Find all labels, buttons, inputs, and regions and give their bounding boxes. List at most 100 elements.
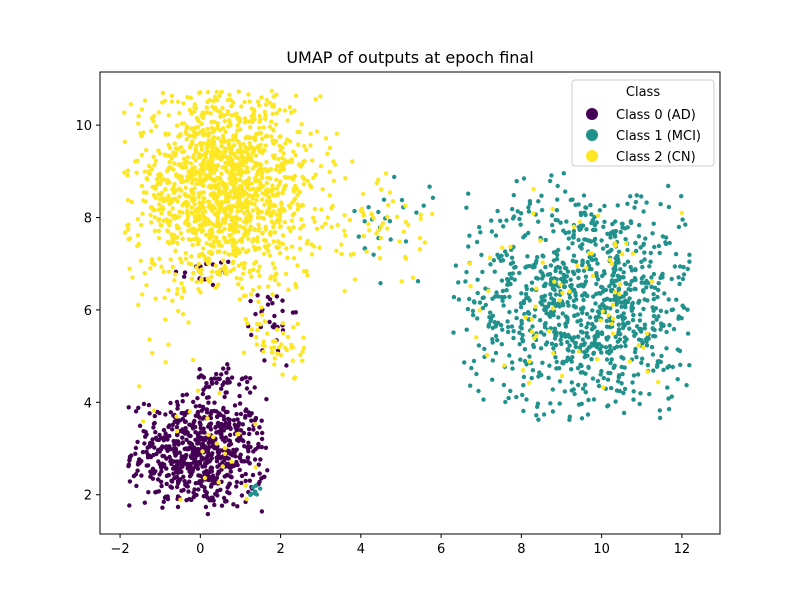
data-point [582, 237, 587, 242]
data-point [187, 145, 193, 150]
data-point [247, 431, 252, 437]
data-point [180, 393, 185, 398]
data-point [522, 347, 528, 352]
data-point [237, 393, 242, 399]
data-point [251, 427, 256, 432]
data-point [619, 381, 624, 386]
data-point [219, 203, 224, 209]
data-point [137, 457, 142, 462]
data-point [215, 215, 220, 220]
data-point [260, 150, 265, 155]
data-point [597, 208, 603, 213]
data-point [195, 124, 200, 130]
data-point [196, 375, 201, 380]
data-point [595, 261, 600, 266]
data-point [474, 239, 480, 245]
data-point [280, 298, 285, 303]
data-point [211, 194, 216, 199]
data-point [246, 119, 252, 124]
data-point [629, 306, 634, 311]
data-point [235, 162, 240, 168]
data-point [467, 261, 473, 266]
data-point [235, 123, 240, 128]
data-point [173, 248, 178, 253]
data-point [666, 396, 671, 401]
data-point [520, 332, 525, 338]
data-point [151, 114, 157, 119]
data-point [297, 129, 302, 135]
data-point [272, 313, 277, 319]
data-point [589, 327, 595, 332]
data-point [636, 234, 642, 239]
data-point [238, 160, 243, 165]
y-tick: 10 [75, 119, 100, 134]
data-point [278, 134, 283, 139]
data-point [155, 477, 161, 482]
data-point [208, 139, 213, 144]
data-point [644, 285, 649, 290]
data-point [378, 235, 383, 241]
data-point [588, 239, 594, 244]
data-point [538, 238, 543, 243]
data-point [221, 126, 226, 131]
data-point [277, 251, 283, 256]
data-point [371, 252, 376, 257]
data-point [180, 312, 186, 317]
data-point [329, 224, 334, 230]
data-point [633, 248, 639, 254]
data-point [237, 297, 243, 302]
data-point [649, 345, 655, 350]
data-point [613, 260, 619, 265]
data-point [221, 405, 226, 411]
data-point [256, 441, 261, 447]
data-point [231, 502, 236, 507]
data-point [465, 306, 471, 312]
data-point [179, 469, 184, 474]
data-point [264, 97, 269, 103]
data-point [576, 349, 581, 354]
data-point [262, 358, 267, 363]
data-point [182, 270, 188, 275]
data-point [220, 464, 225, 469]
data-point [180, 236, 185, 241]
data-point [402, 254, 408, 260]
data-point [421, 203, 426, 208]
data-point [254, 335, 259, 340]
data-point [627, 296, 632, 301]
data-point [246, 410, 252, 415]
data-point [566, 245, 571, 251]
data-point [292, 196, 298, 201]
data-point [634, 193, 639, 198]
data-point [192, 418, 197, 424]
data-point [282, 108, 288, 113]
data-point [259, 305, 264, 310]
data-point [586, 364, 591, 370]
data-point [558, 337, 563, 343]
data-point [470, 308, 476, 314]
data-point [576, 268, 581, 273]
x-tick-label: 10 [593, 542, 610, 557]
data-point [670, 364, 675, 370]
data-point [177, 110, 182, 116]
data-point [166, 269, 171, 274]
data-point [488, 262, 493, 267]
data-point [244, 407, 249, 412]
data-point [168, 447, 173, 452]
data-point [279, 200, 284, 205]
data-point [350, 159, 355, 164]
data-point [554, 359, 559, 365]
data-point [317, 245, 322, 250]
data-point [294, 187, 300, 192]
data-point [554, 333, 559, 338]
data-point [164, 217, 169, 222]
data-point [451, 330, 456, 335]
data-point [479, 252, 484, 258]
data-point [200, 449, 205, 454]
data-point [352, 208, 357, 214]
data-point [652, 244, 657, 250]
data-point [209, 221, 215, 227]
data-point [176, 308, 181, 314]
data-point [601, 303, 607, 309]
data-point [194, 116, 200, 121]
data-point [240, 149, 245, 155]
